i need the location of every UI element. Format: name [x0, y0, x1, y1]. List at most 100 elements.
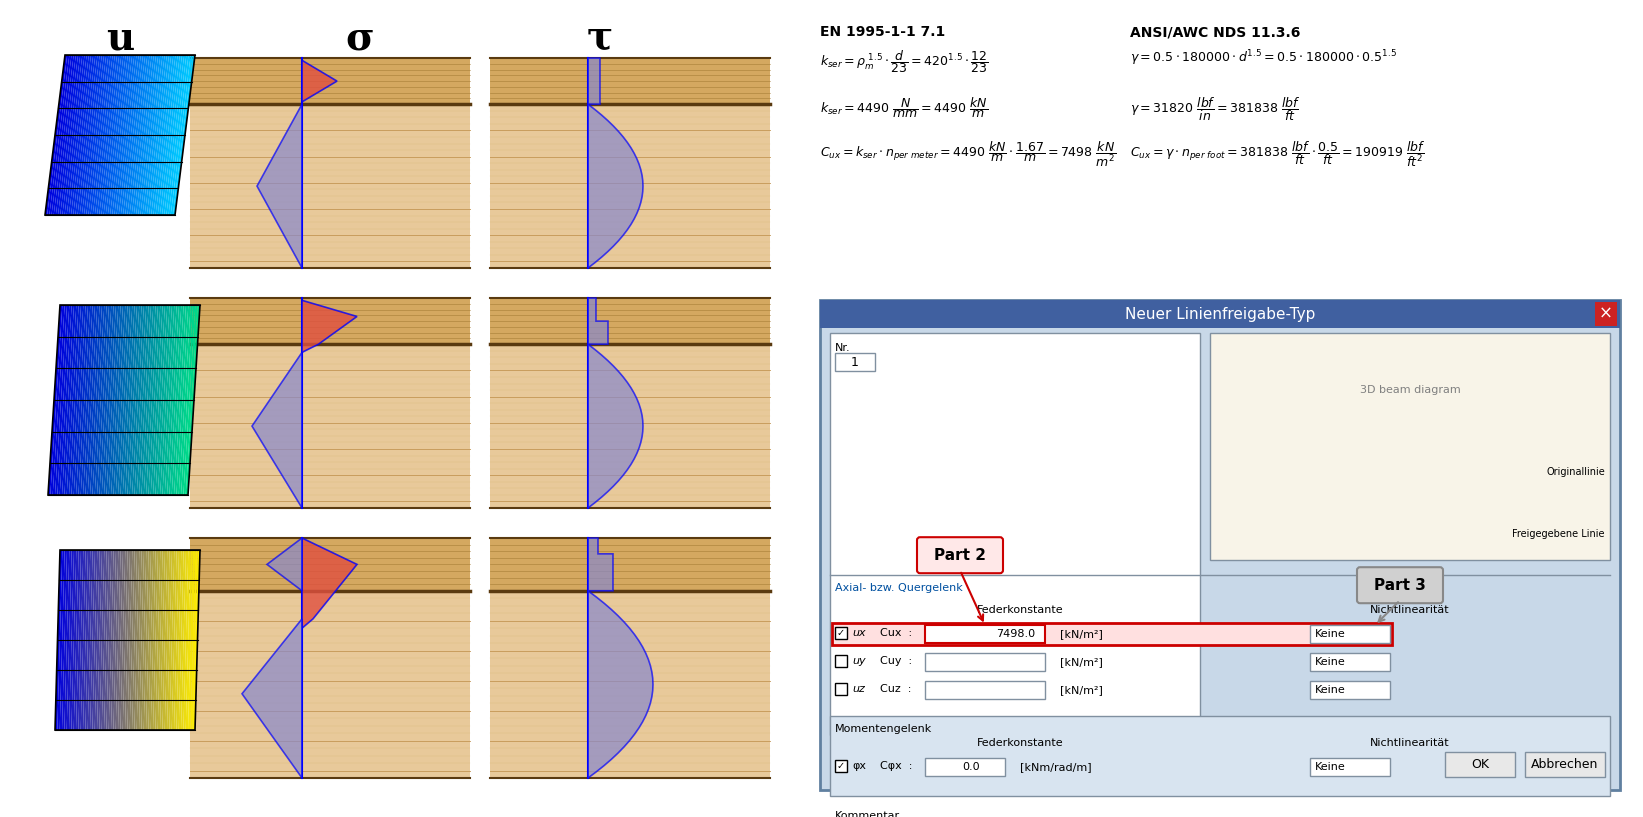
Bar	[835, 760, 848, 772]
Text: $\gamma = 0.5 \cdot 180000 \cdot d^{1.5} = 0.5 \cdot 180000 \cdot 0.5^{1.5}$: $\gamma = 0.5 \cdot 180000 \cdot d^{1.5}…	[1130, 48, 1397, 68]
Polygon shape	[74, 55, 95, 215]
Polygon shape	[115, 305, 130, 495]
Polygon shape	[58, 55, 81, 215]
Polygon shape	[174, 305, 189, 495]
Polygon shape	[251, 352, 302, 508]
Polygon shape	[71, 305, 85, 495]
Polygon shape	[192, 550, 200, 730]
Text: Cux  :: Cux :	[881, 628, 912, 638]
Polygon shape	[85, 55, 108, 215]
Bar	[820, 300, 1620, 328]
Text: Federkonstante: Federkonstante	[976, 739, 1063, 748]
Polygon shape	[179, 550, 186, 730]
Polygon shape	[92, 550, 100, 730]
Polygon shape	[118, 305, 133, 495]
Polygon shape	[87, 550, 95, 730]
Text: [kN/m²]: [kN/m²]	[1060, 685, 1102, 695]
Text: ✓: ✓	[836, 628, 845, 638]
Polygon shape	[141, 550, 148, 730]
Polygon shape	[588, 58, 642, 268]
Text: Originallinie: Originallinie	[1546, 467, 1605, 477]
Polygon shape	[143, 550, 151, 730]
Polygon shape	[51, 305, 64, 495]
Text: Keine: Keine	[1314, 762, 1346, 772]
Polygon shape	[112, 305, 125, 495]
Polygon shape	[268, 538, 302, 591]
Text: OK: OK	[1470, 757, 1489, 770]
Text: Axial- bzw. Quergelenk: Axial- bzw. Quergelenk	[835, 583, 963, 593]
Bar	[1309, 654, 1390, 672]
Polygon shape	[95, 55, 117, 215]
Polygon shape	[79, 550, 85, 730]
Bar	[490, 538, 771, 778]
Polygon shape	[84, 305, 97, 495]
Polygon shape	[187, 550, 196, 730]
Polygon shape	[159, 305, 174, 495]
Polygon shape	[140, 550, 146, 730]
Text: Part 3: Part 3	[1374, 578, 1426, 592]
Polygon shape	[186, 305, 200, 495]
Polygon shape	[588, 538, 652, 778]
Bar	[830, 333, 1199, 735]
Polygon shape	[71, 55, 94, 215]
Polygon shape	[59, 550, 67, 730]
Text: Nr.: Nr.	[835, 343, 851, 353]
Polygon shape	[104, 550, 112, 730]
Polygon shape	[74, 550, 81, 730]
Polygon shape	[95, 305, 108, 495]
Polygon shape	[176, 305, 191, 495]
Polygon shape	[54, 55, 76, 215]
Text: $\gamma = 31820\ \dfrac{lbf}{in} = 381838\ \dfrac{lbf}{ft}$: $\gamma = 31820\ \dfrac{lbf}{in} = 38183…	[1130, 95, 1300, 123]
Polygon shape	[130, 550, 136, 730]
Bar	[191, 298, 470, 508]
Polygon shape	[184, 550, 191, 730]
Polygon shape	[588, 298, 642, 508]
Text: 0.0: 0.0	[963, 762, 979, 772]
Polygon shape	[169, 305, 184, 495]
Polygon shape	[143, 305, 158, 495]
Polygon shape	[107, 550, 113, 730]
Polygon shape	[151, 305, 164, 495]
Polygon shape	[58, 305, 72, 495]
Polygon shape	[108, 55, 130, 215]
Polygon shape	[181, 550, 189, 730]
Polygon shape	[84, 550, 90, 730]
Polygon shape	[95, 550, 102, 730]
Bar	[830, 717, 1610, 797]
Bar	[1595, 302, 1617, 326]
Bar	[490, 58, 771, 105]
Text: Keine: Keine	[1314, 629, 1346, 639]
Polygon shape	[44, 55, 67, 215]
Bar	[1444, 752, 1515, 777]
Polygon shape	[173, 55, 196, 215]
Polygon shape	[186, 550, 192, 730]
Text: [kNm/rad/m]: [kNm/rad/m]	[1020, 762, 1091, 772]
Polygon shape	[146, 305, 161, 495]
Polygon shape	[166, 55, 189, 215]
Polygon shape	[108, 305, 123, 495]
Polygon shape	[74, 305, 89, 495]
Polygon shape	[102, 550, 108, 730]
Polygon shape	[69, 55, 90, 215]
Polygon shape	[120, 305, 135, 495]
Polygon shape	[113, 550, 120, 730]
Polygon shape	[145, 55, 168, 215]
Polygon shape	[99, 305, 113, 495]
Polygon shape	[62, 305, 76, 495]
Bar	[1309, 681, 1390, 699]
Polygon shape	[136, 305, 151, 495]
Text: ux: ux	[853, 628, 866, 638]
Polygon shape	[146, 550, 153, 730]
Polygon shape	[169, 550, 177, 730]
Polygon shape	[156, 55, 177, 215]
Polygon shape	[115, 550, 123, 730]
Polygon shape	[64, 305, 79, 495]
Polygon shape	[58, 550, 64, 730]
Polygon shape	[148, 550, 156, 730]
Text: Nichtlinearität: Nichtlinearität	[1370, 739, 1449, 748]
Polygon shape	[53, 305, 67, 495]
Polygon shape	[85, 550, 92, 730]
Polygon shape	[174, 550, 181, 730]
Polygon shape	[136, 55, 158, 215]
Polygon shape	[61, 55, 82, 215]
